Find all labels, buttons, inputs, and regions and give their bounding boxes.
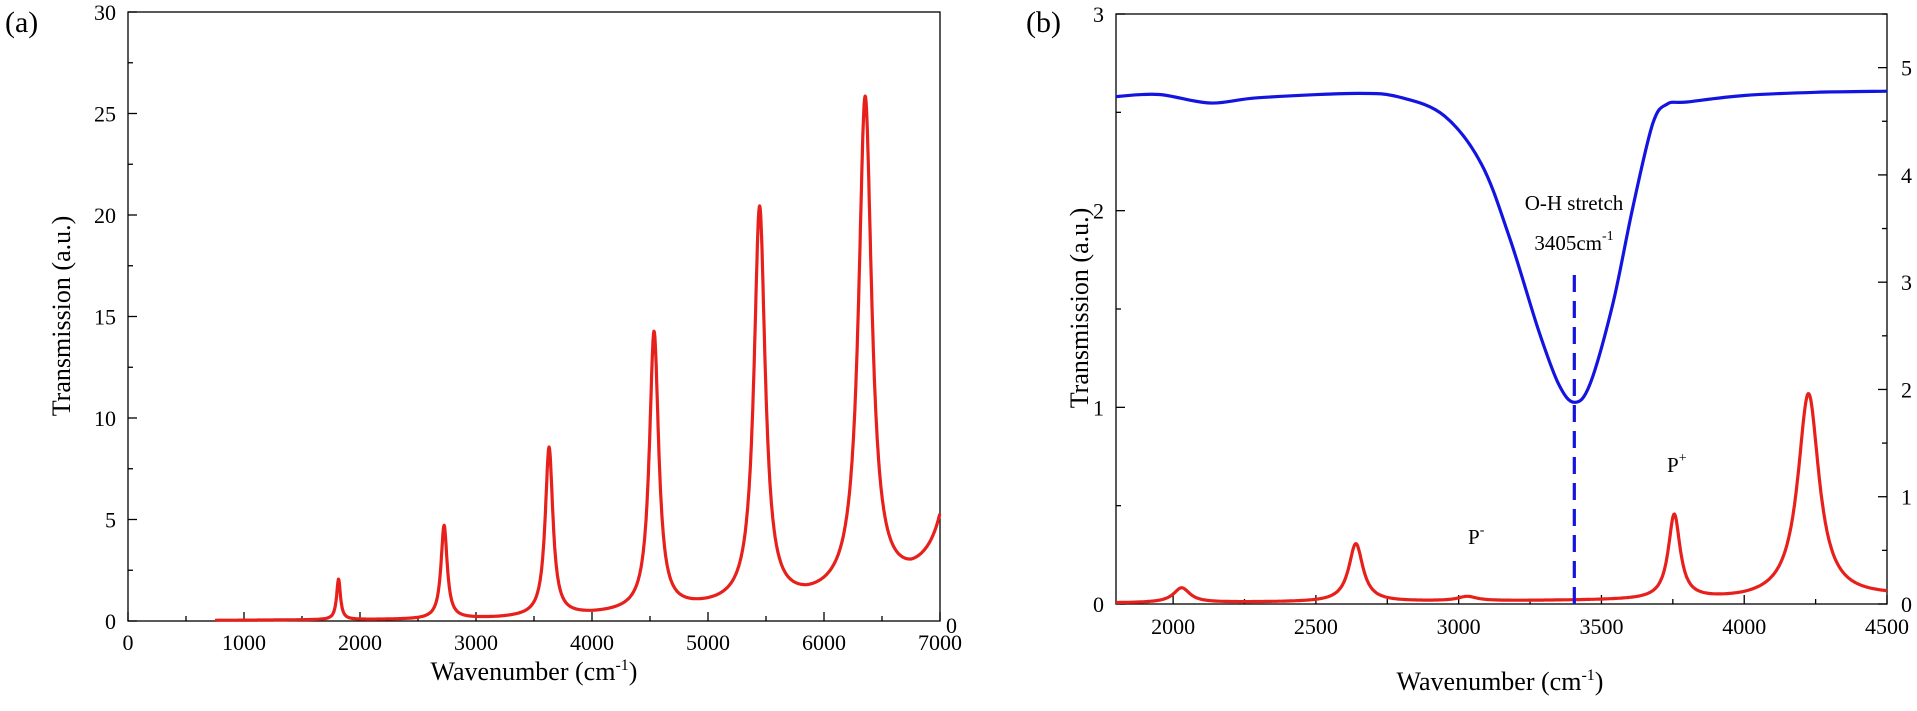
x-tick-label: 3000 — [454, 630, 498, 655]
x-tick-label: 3000 — [1437, 614, 1481, 639]
panel-b-x-axis: 2000 2500 3000 3500 4000 4500 — [1151, 595, 1909, 639]
y2-tick-label: 0 — [1901, 592, 1912, 617]
panel-b-y-axis-left: 0 1 2 3 — [1093, 2, 1125, 617]
x-tick-label: 0 — [123, 630, 134, 655]
y-tick-label: 25 — [94, 102, 116, 127]
y-tick-label: 0 — [105, 609, 116, 634]
y-tick-label: 3 — [1093, 2, 1104, 27]
oh-stretch-value: 3405cm-1 — [1534, 229, 1613, 255]
x-tick-label: 2500 — [1294, 614, 1338, 639]
panel-a: (a) 0 1000 2000 3000 4000 5000 6000 7000 0 5 10 15… — [5, 0, 962, 686]
y-tick-label: 30 — [94, 0, 116, 25]
panel-a-x-axis: 0 1000 2000 3000 4000 5000 6000 7000 — [123, 612, 962, 655]
oh-stretch-label: O-H stretch — [1525, 191, 1624, 215]
x-tick-label: 1000 — [222, 630, 266, 655]
panel-a-series-line — [213, 94, 942, 622]
x-tick-label: 7000 — [918, 630, 962, 655]
x-tick-label: 4000 — [1722, 614, 1766, 639]
x-tick-label: 5000 — [686, 630, 730, 655]
panel-b-y-axis-label: Transmission (a.u.) — [1065, 208, 1094, 409]
panel-a-right-axis-tick: 0 — [946, 613, 957, 638]
p-plus-label: P+ — [1667, 451, 1687, 477]
x-tick-label: 6000 — [802, 630, 846, 655]
panel-b: (b) 2000 2500 3000 3500 4000 4500 0 1 2 3 0 1 2 3 4 5… — [1026, 2, 1912, 696]
panel-b-absorption-line — [1115, 89, 1888, 404]
y2-tick-label: 1 — [1901, 485, 1912, 510]
y-tick-label: 5 — [105, 508, 116, 533]
panel-a-label: (a) — [5, 6, 38, 39]
y2-tick-label: 2 — [1901, 377, 1912, 402]
x-tick-label: 2000 — [1151, 614, 1195, 639]
p-minus-label: P- — [1468, 523, 1485, 549]
panel-b-transmission-line — [1115, 392, 1888, 605]
panel-b-y-axis-right: 0 1 2 3 4 5 — [1878, 13, 1912, 617]
y-tick-label: 0 — [1093, 592, 1104, 617]
y-tick-label: 20 — [94, 203, 116, 228]
panel-b-label: (b) — [1026, 6, 1061, 39]
y-tick-label: 1 — [1093, 395, 1104, 420]
panel-b-x-axis-label: Wavenumber (cm-1) — [1397, 667, 1604, 696]
y2-tick-label: 3 — [1901, 270, 1912, 295]
y2-tick-label: 5 — [1901, 56, 1912, 81]
x-tick-label: 4000 — [570, 630, 614, 655]
y2-tick-label: 4 — [1901, 163, 1912, 188]
panel-a-x-axis-label: Wavenumber (cm-1) — [431, 657, 638, 686]
panel-a-y-axis-label: Transmission (a.u.) — [47, 216, 76, 417]
y-tick-label: 15 — [94, 305, 116, 330]
x-tick-label: 3500 — [1579, 614, 1623, 639]
y-tick-label: 2 — [1093, 199, 1104, 224]
x-tick-label: 4500 — [1865, 614, 1909, 639]
panel-a-frame — [127, 11, 941, 622]
x-tick-label: 2000 — [338, 630, 382, 655]
panel-a-y-axis: 0 5 10 15 20 25 30 — [94, 0, 137, 634]
y-tick-label: 10 — [94, 406, 116, 431]
